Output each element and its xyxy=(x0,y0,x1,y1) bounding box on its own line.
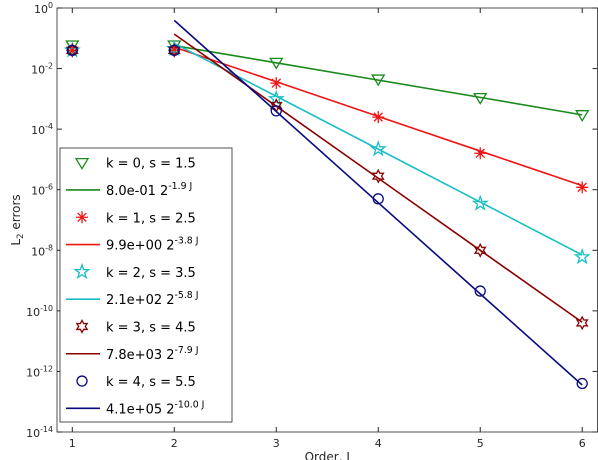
legend-label: k = 3, s = 4.5 xyxy=(106,320,196,335)
legend-label: k = 0, s = 1.5 xyxy=(106,156,196,171)
x-tick-label: 4 xyxy=(375,437,382,450)
legend-label: k = 4, s = 5.5 xyxy=(106,375,196,390)
x-tick-label: 1 xyxy=(69,437,76,450)
marker xyxy=(75,319,89,334)
y-tick-label: 100 xyxy=(34,1,53,17)
legend-label: 8.0e-01 2-1.9 J xyxy=(106,180,192,198)
marker xyxy=(65,42,79,58)
marker xyxy=(471,194,489,211)
y-tick-label: 10-8 xyxy=(31,243,53,258)
y-tick-label: 10-6 xyxy=(31,182,53,198)
legend-label: k = 2, s = 3.5 xyxy=(106,265,196,280)
line xyxy=(174,44,583,116)
y-tick-label: 10-10 xyxy=(26,303,53,319)
x-axis-label: Order, J xyxy=(305,450,350,460)
line xyxy=(173,42,583,256)
marker xyxy=(168,44,180,56)
marker xyxy=(167,42,181,58)
marker xyxy=(576,181,589,194)
marker xyxy=(576,377,588,390)
legend-label: 4.1e+05 2-10.0 J xyxy=(106,399,204,417)
x-tick-label: 6 xyxy=(579,437,586,450)
marker xyxy=(575,315,589,331)
marker xyxy=(76,211,88,224)
marker xyxy=(66,44,78,56)
marker xyxy=(73,262,91,280)
line xyxy=(173,19,583,386)
marker xyxy=(474,147,487,160)
line xyxy=(174,46,583,187)
marker xyxy=(74,158,90,170)
marker xyxy=(270,105,282,117)
y-tick-label: 10-4 xyxy=(31,122,53,138)
legend-box xyxy=(59,147,233,423)
marker xyxy=(575,110,590,122)
marker xyxy=(573,248,591,265)
marker xyxy=(267,89,285,107)
marker xyxy=(168,44,181,57)
x-tick-label: 5 xyxy=(477,437,484,450)
marker xyxy=(371,168,385,184)
legend-label: k = 1, s = 2.5 xyxy=(106,211,196,226)
y-tick-label: 10-12 xyxy=(26,364,53,380)
legend-label: 2.1e+02 2-5.8 J xyxy=(106,290,198,308)
x-tick-label: 2 xyxy=(171,437,178,450)
legend-label: 9.9e+00 2-3.8 J xyxy=(106,235,198,253)
legend-label: 7.8e+03 2-7.9 J xyxy=(106,344,198,362)
y-tick-label: 10-14 xyxy=(26,425,53,441)
marker xyxy=(66,44,79,57)
marker xyxy=(270,77,283,90)
marker xyxy=(76,375,88,387)
y-axis-label: L2 errors xyxy=(9,194,26,245)
y-tick-label: 10-2 xyxy=(31,61,53,77)
x-tick-label: 3 xyxy=(273,437,280,450)
marker xyxy=(474,285,486,297)
